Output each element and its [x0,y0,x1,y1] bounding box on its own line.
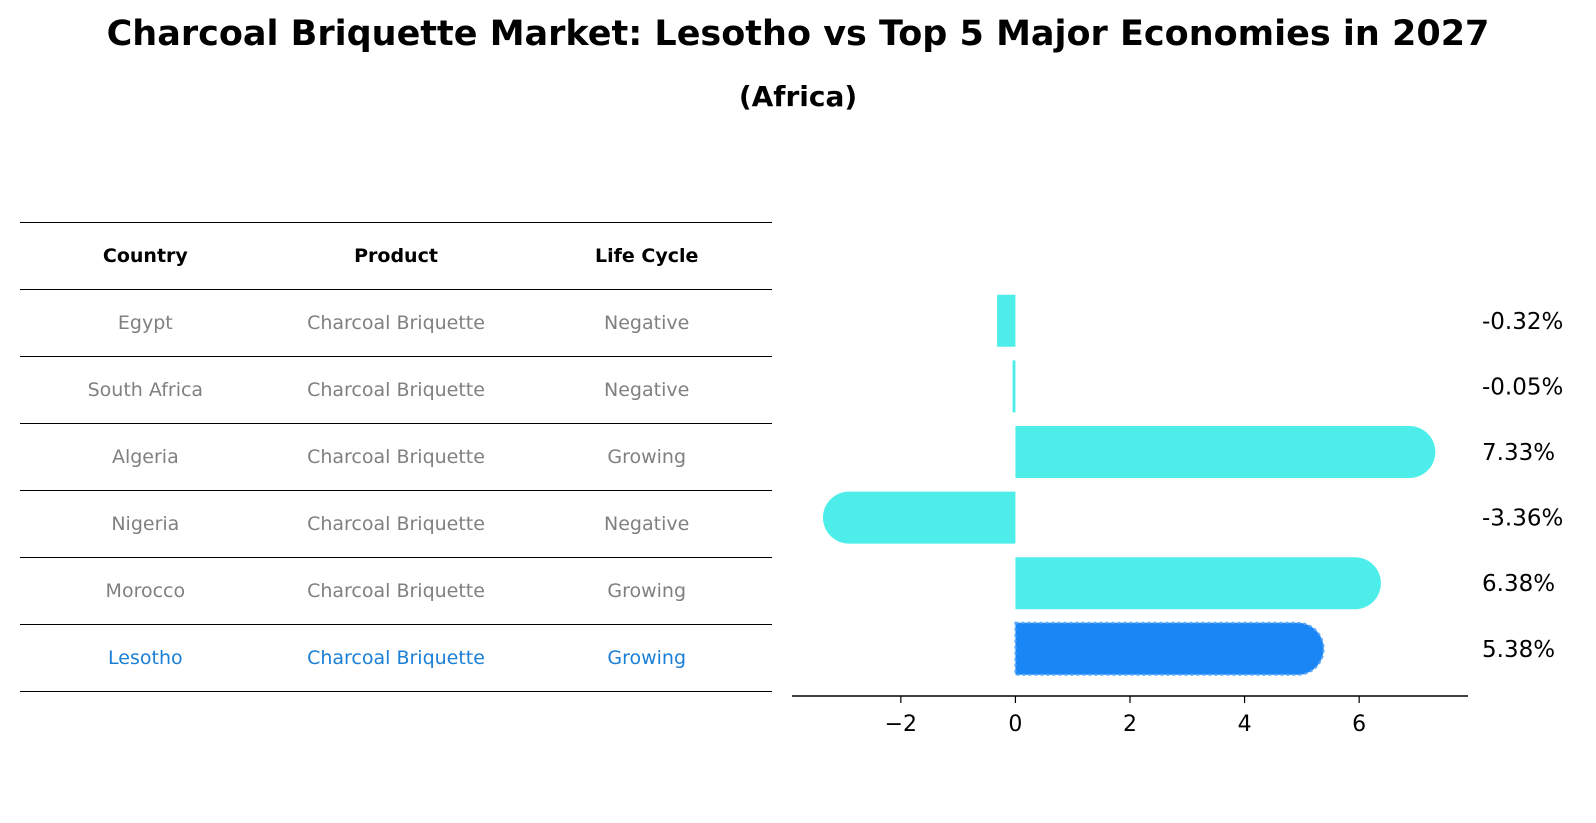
country-table: Country Product Life Cycle Egypt Charcoa… [20,222,772,692]
cell-life-cycle: Negative [604,312,690,334]
chart-title: Charcoal Briquette Market: Lesotho vs To… [106,14,1490,54]
bar-south-africa: -0.05% [1012,360,1563,413]
table-row-highlight: Lesotho Charcoal Briquette Growing [20,624,772,692]
bar-value-label: -0.32% [1482,309,1563,335]
bar-lesotho: 5.38% [1014,621,1555,676]
cell-life-cycle: Growing [607,580,687,602]
cell-product: Charcoal Briquette [307,513,485,535]
header-product: Product [354,245,438,267]
x-tick-label: 6 [1352,712,1366,737]
cell-country: South Africa [87,379,204,401]
cell-product: Charcoal Briquette [307,312,485,334]
cell-country: Nigeria [111,513,180,535]
table-header-row: Country Product Life Cycle [20,222,772,289]
bar-shape [1012,360,1016,413]
table-row: Nigeria Charcoal Briquette Negative [20,490,772,557]
bar-shape [1014,621,1325,676]
x-tick-label: 4 [1238,712,1252,737]
chart-subtitle: (Africa) [738,80,858,113]
x-tick-label: −2 [885,712,917,737]
bar-algeria: 7.33% [1015,426,1555,478]
table-row: South Africa Charcoal Briquette Negative [20,356,772,423]
cell-life-cycle: Growing [607,647,687,669]
bar-value-label: 7.33% [1482,440,1555,466]
bar-value-label: -0.05% [1482,374,1563,400]
bar-morocco: 6.38% [1015,557,1555,610]
cell-product: Charcoal Briquette [307,580,485,602]
bar-shape [822,491,1016,544]
x-tick-label: 2 [1123,712,1137,737]
cell-life-cycle: Negative [604,513,690,535]
header-life-cycle: Life Cycle [594,245,699,267]
bar-shape [1015,557,1381,610]
cell-product: Charcoal Briquette [307,446,485,468]
bar-value-label: -3.36% [1482,506,1563,532]
cell-country: Egypt [117,312,173,334]
bar-egypt: -0.32% [997,294,1563,347]
bar-value-label: 5.38% [1482,637,1555,663]
cell-country: Algeria [111,446,179,468]
cell-life-cycle: Growing [607,446,687,468]
cell-life-cycle: Negative [604,379,690,401]
cell-product: Charcoal Briquette [307,647,485,669]
bar-shape [997,294,1016,347]
bar-nigeria: -3.36% [822,491,1563,544]
table-row: Morocco Charcoal Briquette Growing [20,557,772,624]
x-tick-label: 0 [1008,712,1022,737]
bar-shape [1015,426,1436,478]
table-row: Algeria Charcoal Briquette Growing [20,423,772,490]
cell-country: Morocco [105,580,186,602]
table-row: Egypt Charcoal Briquette Negative [20,289,772,356]
header-country: Country [102,245,188,267]
cell-product: Charcoal Briquette [307,379,485,401]
cell-country: Lesotho [108,647,183,669]
bar-value-label: 6.38% [1482,571,1555,597]
